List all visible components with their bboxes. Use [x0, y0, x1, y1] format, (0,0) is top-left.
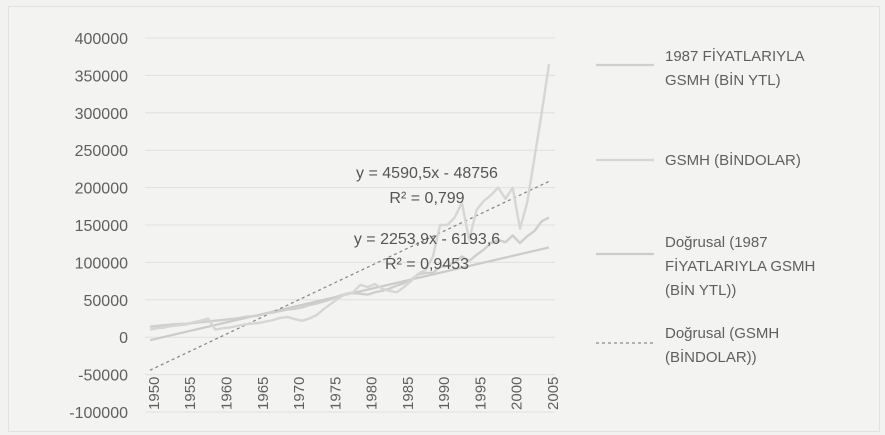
trendline-equation: y = 2253,9x - 6193,6 — [354, 231, 500, 248]
chart-container: 400000 350000 300000 250000 200000 150000 1000… — [8, 6, 880, 432]
y-tick-label: 200000 — [75, 181, 128, 198]
x-tick-label: 2005 — [545, 377, 562, 410]
y-tick-label: 150000 — [75, 218, 128, 235]
y-tick-label: 400000 — [75, 31, 128, 48]
legend-label: GSMH (BİNDOLAR) — [665, 151, 801, 169]
x-tick-label: 1980 — [364, 377, 381, 410]
trendline-r-squared: R² = 0,9453 — [385, 256, 469, 273]
legend-label: GSMH (BİN YTL) — [665, 71, 781, 89]
series-line-2 — [149, 64, 551, 331]
trendline-2 — [149, 180, 550, 371]
x-tick-label: 1975 — [327, 377, 344, 410]
grid-lines — [145, 37, 555, 413]
x-tick-label: 1990 — [436, 377, 453, 410]
x-tick-label: 2000 — [509, 377, 526, 410]
y-tick-label: 350000 — [75, 68, 128, 85]
y-tick-label: 50000 — [84, 293, 129, 310]
legend: 1987 FİYATLARIYLA GSMH (BİN YTL) GSMH (BİN… — [596, 47, 815, 366]
y-tick-label: -100000 — [69, 405, 128, 422]
x-tick-label: 1955 — [182, 377, 199, 410]
trendline-equation: y = 4590,5x - 48756 — [356, 165, 498, 182]
y-tick-label: -50000 — [78, 368, 128, 385]
legend-label: (BİN YTL)) — [665, 281, 736, 299]
y-tick-label: 100000 — [75, 255, 128, 272]
trendline-r-squared: R² = 0,799 — [389, 190, 464, 207]
legend-label: Doğrusal (1987 — [665, 234, 768, 251]
x-tick-label: 1970 — [291, 377, 308, 410]
y-tick-label: 0 — [119, 330, 128, 347]
legend-label: 1987 FİYATLARIYLA — [665, 47, 805, 65]
legend-label: Doğrusal (GSMH — [665, 325, 779, 342]
data-series — [149, 64, 551, 331]
trendlines — [149, 180, 550, 371]
trendline-equations: y = 4590,5x - 48756 R² = 0,799 y = 2253,9x… — [354, 165, 500, 273]
y-axis-ticks: 400000 350000 300000 250000 200000 150000 1000… — [69, 31, 128, 422]
x-tick-label: 1965 — [255, 377, 272, 410]
y-tick-label: 250000 — [75, 143, 128, 160]
x-tick-label: 1950 — [146, 377, 163, 410]
x-tick-label: 1995 — [472, 377, 489, 410]
x-tick-label: 1985 — [400, 377, 417, 410]
legend-label: FİYATLARIYLA GSMH — [665, 257, 815, 275]
legend-label: (BİNDOLAR)) — [665, 348, 757, 366]
x-tick-label: 1960 — [219, 377, 236, 410]
y-tick-label: 300000 — [75, 106, 128, 123]
x-axis-ticks: 1950 1955 1960 1965 1970 1975 1980 1985 1990 1995… — [146, 377, 562, 410]
line-chart: 400000 350000 300000 250000 200000 150000 1000… — [69, 31, 815, 422]
